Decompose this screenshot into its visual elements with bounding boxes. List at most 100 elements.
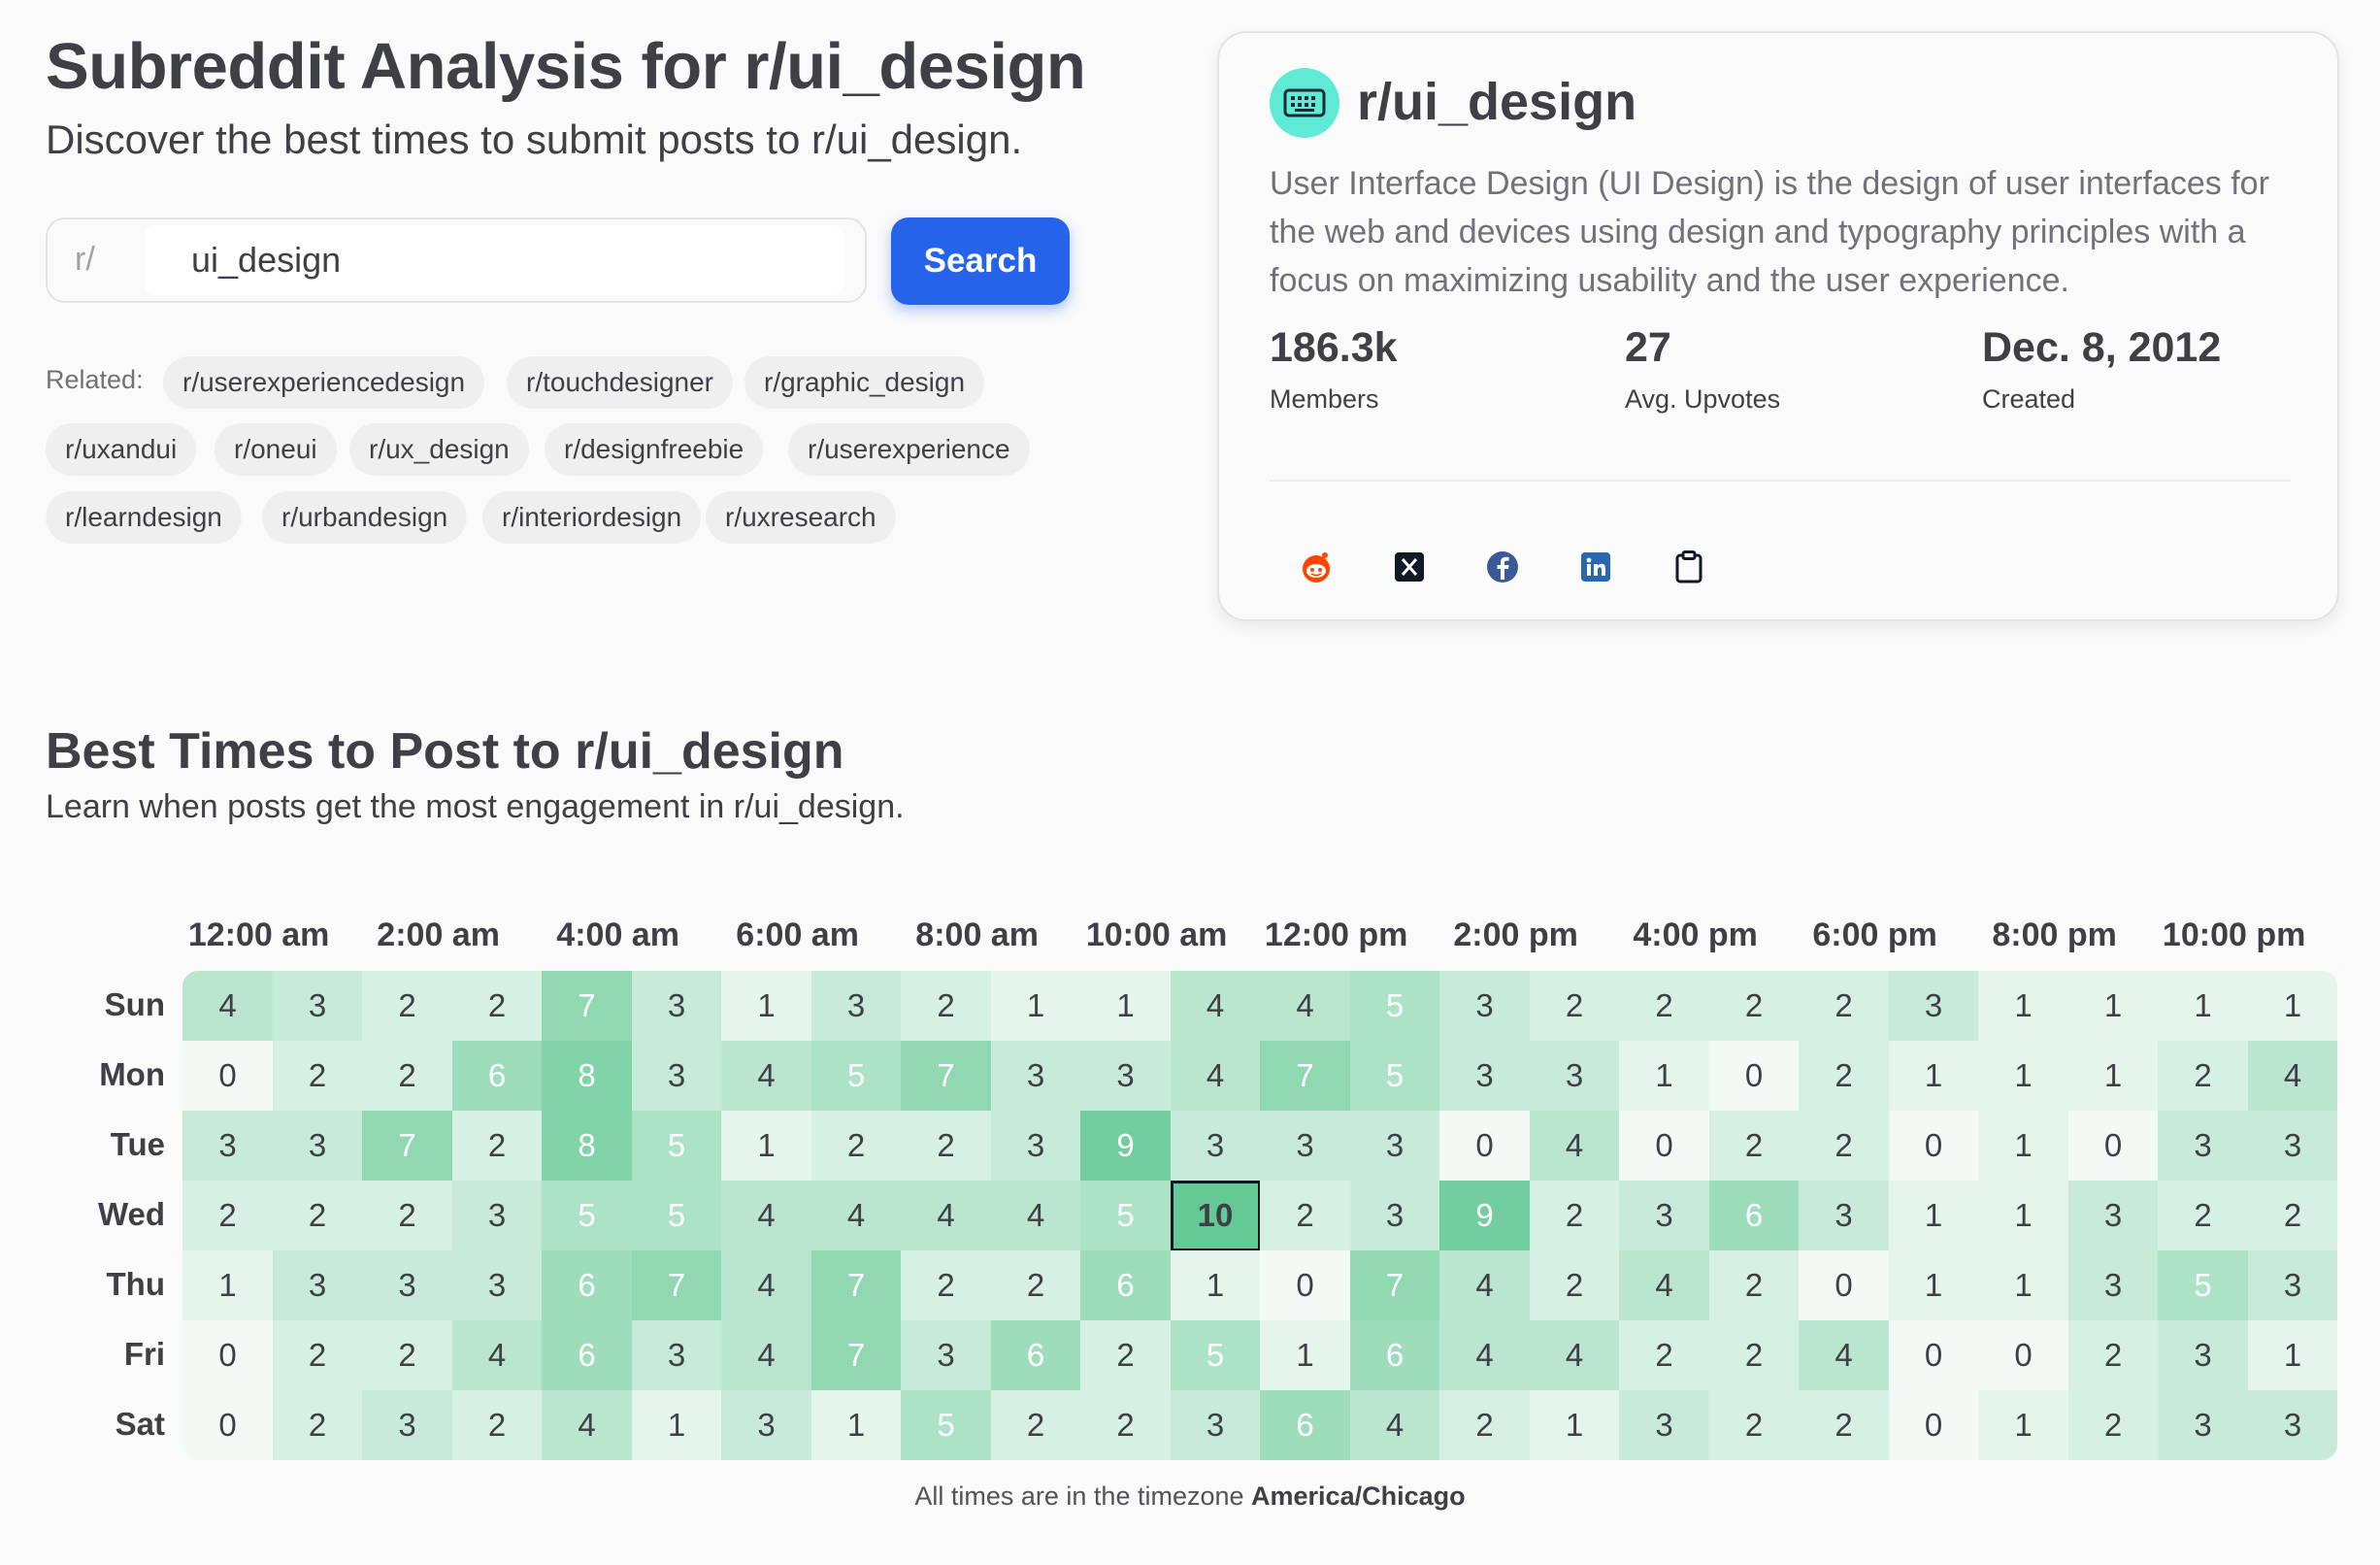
hour-label: 4:00 pm	[1633, 916, 1758, 953]
heatmap-cell: 5	[810, 1041, 902, 1112]
hour-label: 12:00 pm	[1264, 916, 1408, 953]
heatmap-cell: 5	[1080, 1181, 1171, 1251]
heatmap-cell: 6	[1708, 1181, 1800, 1251]
heatmap-cell: 2	[1799, 1390, 1889, 1460]
heatmap-cell: 3	[1619, 1390, 1709, 1460]
avg-upvotes-value: 27	[1625, 324, 1671, 371]
heatmap-cell: 3	[990, 1041, 1081, 1112]
related-chip[interactable]: r/oneui	[215, 423, 337, 476]
section-subtitle: Learn when posts get the most engagement…	[46, 788, 905, 825]
heatmap-cell: 6	[1260, 1390, 1350, 1460]
heatmap-cell: 3	[1529, 1041, 1620, 1112]
day-label: Sat	[115, 1406, 165, 1442]
heatmap-cell: 2	[1439, 1390, 1530, 1460]
heatmap-cell: 6	[451, 1041, 543, 1112]
heatmap-cell: 9	[1439, 1181, 1530, 1251]
heatmap-cell: 2	[2067, 1390, 2159, 1460]
related-chip[interactable]: r/interiordesign	[482, 491, 702, 544]
heatmap-cell: 5	[901, 1390, 991, 1460]
heatmap-cell: 0	[182, 1390, 273, 1460]
heatmap-cell: 1	[1260, 1320, 1350, 1391]
linkedin-icon[interactable]	[1574, 546, 1617, 588]
related-chip[interactable]: r/uxresearch	[706, 491, 896, 544]
heatmap-cell: 1	[2067, 1041, 2159, 1112]
search-button[interactable]: Search	[891, 217, 1070, 305]
heatmap-cell: 4	[721, 1250, 811, 1321]
heatmap-cell: 2	[1799, 1111, 1889, 1182]
heatmap-cell: 3	[2247, 1390, 2337, 1460]
heatmap-cell: 3	[1439, 971, 1530, 1042]
heatmap-cell: 5	[542, 1181, 632, 1251]
heatmap-cell: 3	[1080, 1041, 1171, 1112]
search-prefix: r/	[75, 241, 95, 278]
heatmap-cell: 1	[1888, 1041, 1979, 1112]
heatmap-cell: 3	[451, 1250, 543, 1321]
heatmap-cell: 1	[1888, 1250, 1979, 1321]
heatmap-cell: 3	[362, 1390, 452, 1460]
heatmap-cell: 2	[272, 1181, 363, 1251]
heatmap-cell: 4	[990, 1181, 1081, 1251]
related-chip[interactable]: r/designfreebie	[545, 423, 764, 476]
x-icon[interactable]	[1388, 546, 1431, 588]
heatmap-cell: 0	[2067, 1111, 2159, 1182]
subreddit-card: r/ui_design User Interface Design (UI De…	[1217, 31, 2339, 621]
day-label: Sun	[104, 986, 165, 1022]
heatmap-cell: 0	[1439, 1111, 1530, 1182]
related-chip[interactable]: r/ux_design	[349, 423, 529, 476]
related-chip[interactable]: r/urbandesign	[262, 491, 468, 544]
heatmap-cell: 2	[1260, 1181, 1350, 1251]
related-chip[interactable]: r/userexperience	[788, 423, 1030, 476]
heatmap-cell: 1	[1978, 1390, 2068, 1460]
heatmap-cell: 2	[1529, 971, 1620, 1042]
heatmap-cell: 3	[2158, 1111, 2248, 1182]
hour-label: 8:00 pm	[1992, 916, 2117, 953]
heatmap-cell: 1	[1978, 971, 2068, 1042]
heatmap-cell: 2	[272, 1390, 363, 1460]
heatmap-cell: 1	[2247, 971, 2337, 1042]
hour-label: 2:00 pm	[1453, 916, 1578, 953]
keyboard-icon	[1270, 68, 1339, 138]
related-chip[interactable]: r/touchdesigner	[507, 356, 734, 409]
related-chip[interactable]: r/userexperiencedesign	[163, 356, 485, 409]
hour-label: 6:00 pm	[1812, 916, 1937, 953]
created-label: Created	[1982, 384, 2076, 414]
heatmap-cell: 2	[272, 1041, 363, 1112]
heatmap-cell: 4	[1439, 1250, 1530, 1321]
heatmap-cell: 0	[1619, 1111, 1709, 1182]
reddit-icon[interactable]	[1295, 546, 1338, 588]
clipboard-icon[interactable]	[1668, 546, 1710, 588]
avg-upvotes-label: Avg. Upvotes	[1625, 384, 1781, 414]
heatmap-cell: 3	[182, 1111, 273, 1182]
hour-label: 2:00 am	[377, 916, 500, 953]
heatmap-cell: 3	[1799, 1181, 1889, 1251]
heatmap-cell: 1	[990, 971, 1081, 1042]
heatmap-cell: 4	[1439, 1320, 1530, 1391]
heatmap-cell: 2	[2067, 1320, 2159, 1391]
members-label: Members	[1270, 384, 1379, 414]
heatmap-cell: 2	[272, 1320, 363, 1391]
related-chip[interactable]: r/uxandui	[46, 423, 197, 476]
related-chip[interactable]: r/graphic_design	[744, 356, 985, 409]
facebook-icon[interactable]	[1481, 546, 1524, 588]
heatmap-cell: 4	[1260, 971, 1350, 1042]
heatmap-cell: 2	[451, 1390, 543, 1460]
heatmap-cell: 2	[2247, 1181, 2337, 1251]
heatmap-cell: 1	[1888, 1181, 1979, 1251]
heatmap-cell: 1	[1978, 1041, 2068, 1112]
heatmap-cell: 2	[451, 1111, 543, 1182]
created-value: Dec. 8, 2012	[1982, 324, 2222, 371]
heatmap-cell: 2	[901, 1111, 991, 1182]
heatmap-cell: 2	[362, 971, 452, 1042]
heatmap-cell: 3	[272, 1250, 363, 1321]
search-box: r/	[46, 217, 867, 303]
heatmap-cell: 3	[901, 1320, 991, 1391]
card-title: r/ui_design	[1357, 73, 1637, 131]
heatmap-cell: 8	[542, 1041, 632, 1112]
heatmap-cell: 1	[182, 1250, 273, 1321]
heatmap-cell: 9	[1080, 1111, 1171, 1182]
heatmap-cell: 4	[1529, 1320, 1620, 1391]
search-input[interactable]	[145, 225, 843, 295]
heatmap-cell: 4	[182, 971, 273, 1042]
related-chip[interactable]: r/learndesign	[46, 491, 242, 544]
heatmap-cell: 7	[810, 1250, 902, 1321]
